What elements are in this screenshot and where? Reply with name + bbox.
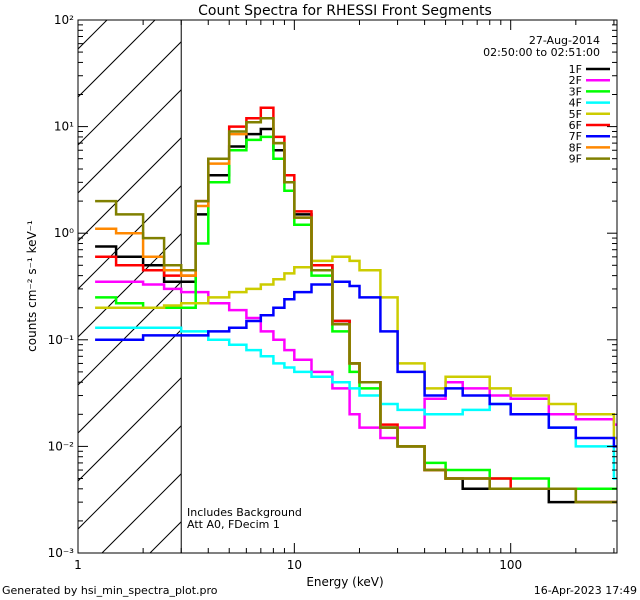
- legend-label-2F: 2F: [569, 74, 582, 87]
- hatch-line: [78, 89, 182, 194]
- hatch-line: [78, 233, 182, 338]
- y-tick-label: 10⁻¹: [48, 333, 75, 347]
- x-axis-label: Energy (keV): [306, 575, 383, 589]
- series-layer: [95, 106, 617, 504]
- series-line-9F: [95, 116, 617, 504]
- x-tick-label: 1: [74, 558, 82, 572]
- series-line-4F: [95, 326, 617, 480]
- series-line-3F: [95, 135, 617, 491]
- y-tick-label: 10²: [54, 13, 74, 27]
- series-line-7F: [95, 280, 617, 448]
- annotation-attenuator: Att A0, FDecim 1: [187, 518, 280, 531]
- time-range-label: 02:50:00 to 02:51:00: [483, 46, 600, 59]
- hatch-line: [78, 41, 182, 146]
- hatch-line: [78, 185, 182, 290]
- series-line-2F: [95, 280, 617, 440]
- y-axis-label: counts cm⁻² s⁻¹ keV⁻¹: [25, 220, 39, 352]
- footer-generated-by: Generated by hsi_min_spectra_plot.pro: [2, 584, 218, 597]
- series-line-8F: [95, 116, 617, 504]
- y-tick-label: 10¹: [54, 120, 74, 134]
- x-tick-label: 10: [287, 558, 302, 572]
- annotation-background: Includes Background: [187, 506, 302, 519]
- legend-label-8F: 8F: [569, 141, 582, 154]
- series-line-5F: [95, 255, 617, 440]
- footer-timestamp: 16-Apr-2023 17:49: [534, 584, 637, 597]
- hatch-line: [149, 521, 182, 553]
- legend-label-7F: 7F: [569, 130, 582, 143]
- y-tick-label: 10⁻³: [48, 546, 75, 560]
- legend-label-4F: 4F: [569, 97, 582, 110]
- legend-label-6F: 6F: [569, 119, 582, 132]
- axis-ticks: [77, 19, 617, 554]
- axis-tick-labels: 1 10 100 10⁻³ 10⁻² 10⁻¹ 10⁰ 10¹ 10²: [48, 13, 523, 572]
- chart-title: Count Spectra for RHESSI Front Segments: [198, 3, 492, 19]
- attenuator-hatch-region: [0, 0, 182, 553]
- hatch-line: [78, 20, 156, 98]
- legend-label-9F: 9F: [569, 153, 582, 166]
- x-tick-label: 100: [499, 558, 522, 572]
- hatch-line: [78, 377, 182, 482]
- hatch-line: [78, 425, 182, 530]
- hatch-line: [0, 0, 126, 553]
- plot-frame: [77, 19, 618, 554]
- date-label: 27-Aug-2014: [529, 34, 600, 47]
- series-line-1F: [95, 127, 617, 504]
- hatch-line: [0, 0, 78, 553]
- legend-label-5F: 5F: [569, 108, 582, 121]
- legend-label-3F: 3F: [569, 85, 582, 98]
- y-tick-label: 10⁻²: [48, 439, 75, 453]
- legend-label-1F: 1F: [569, 63, 582, 76]
- y-tick-label: 10⁰: [54, 226, 74, 240]
